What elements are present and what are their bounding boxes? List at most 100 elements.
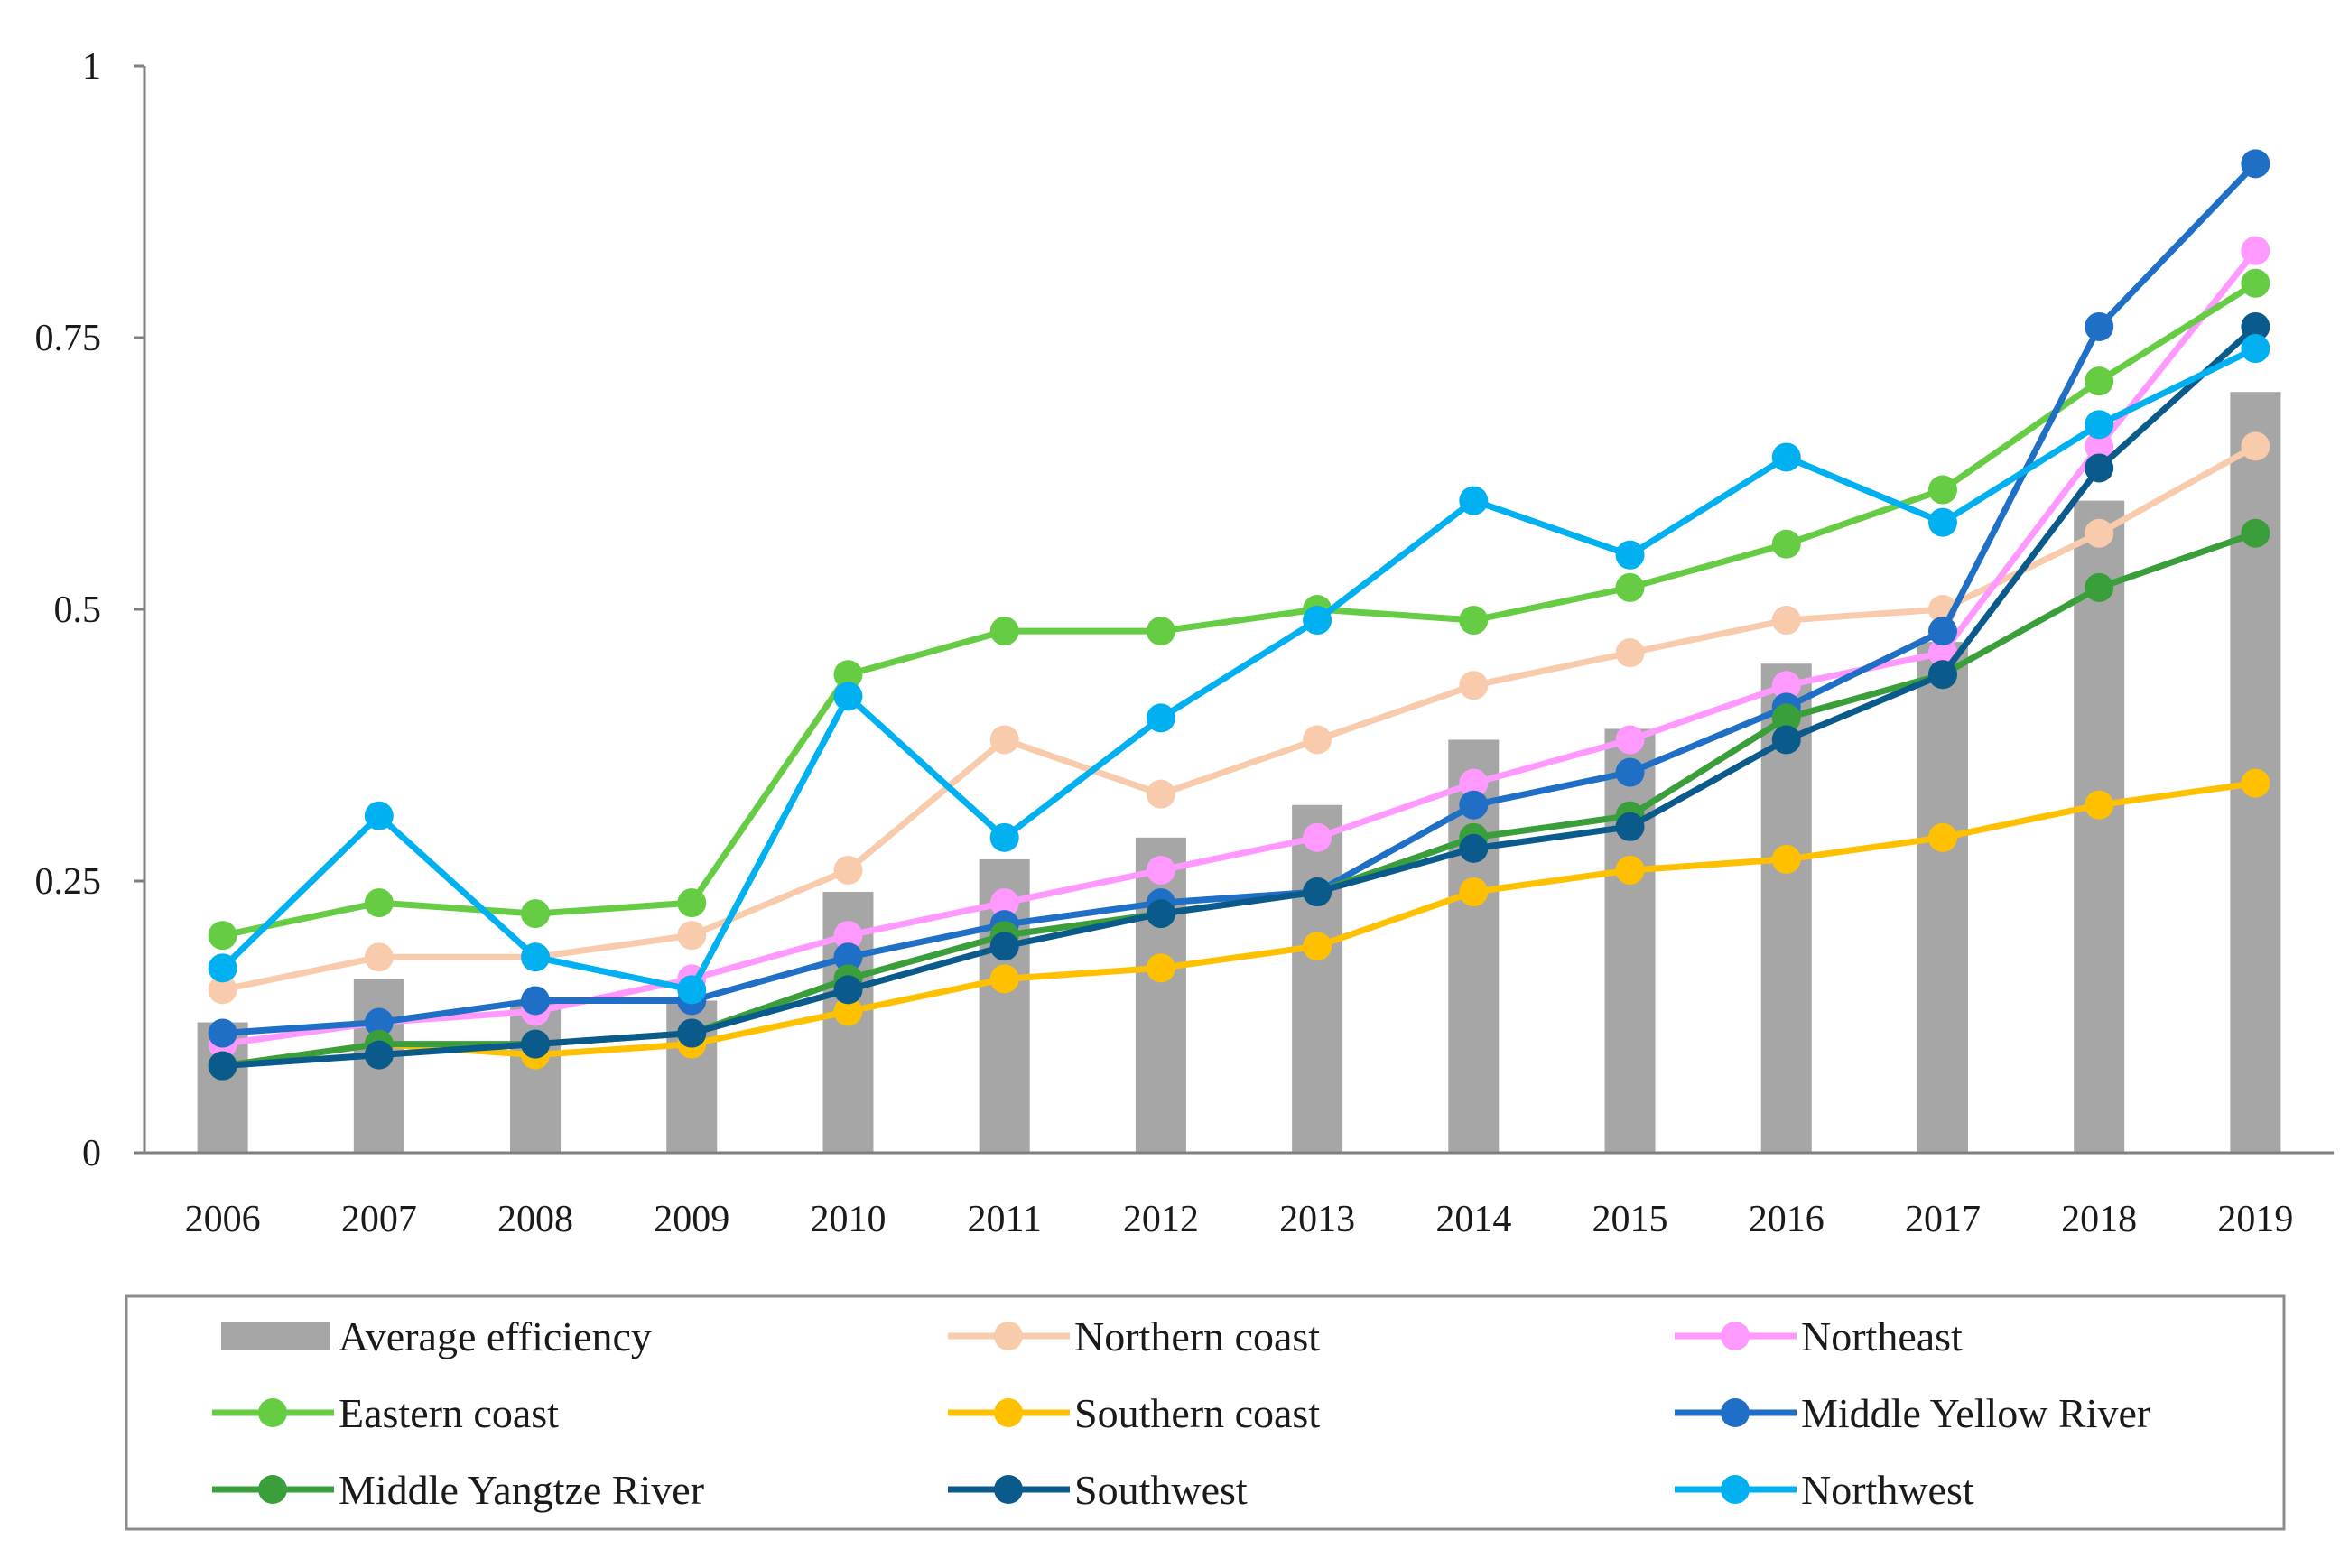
- point-southern-coast-2011: [989, 964, 1019, 994]
- point-middle-yellow-river-2015: [1615, 757, 1645, 787]
- point-northern-coast-2014: [1459, 671, 1489, 700]
- point-eastern-coast-2008: [521, 899, 551, 929]
- point-southern-coast-2014: [1459, 877, 1489, 907]
- point-middle-yellow-river-2006: [208, 1018, 237, 1048]
- point-middle-yellow-river-2019: [2241, 149, 2270, 179]
- legend-swatch-marker-southwest: [994, 1475, 1023, 1504]
- point-northwest-2017: [1927, 507, 1957, 537]
- legend: Average efficiency Northern coast Northeas…: [125, 1294, 2286, 1531]
- point-middle-yellow-river-2017: [1927, 617, 1957, 646]
- bar-average-efficiency-2013: [1292, 804, 1343, 1153]
- point-middle-yellow-river-2018: [2085, 311, 2114, 341]
- point-northern-coast-2009: [677, 921, 707, 951]
- point-northwest-2012: [1146, 703, 1175, 733]
- legend-label-middle-yellow-river: Middle Yellow River: [1801, 1390, 2150, 1436]
- point-middle-yangtze-river-2019: [2241, 518, 2270, 548]
- legend-label-middle-yangtze-river: Middle Yangtze River: [339, 1467, 704, 1513]
- legend-label-eastern-coast: Eastern coast: [339, 1390, 559, 1436]
- x-tick-label-2009: 2009: [654, 1199, 729, 1240]
- legend-swatch-marker-northern-coast: [994, 1322, 1023, 1350]
- bar-average-efficiency-2018: [2074, 500, 2125, 1153]
- point-northwest-2007: [364, 801, 394, 830]
- point-southern-coast-2013: [1303, 932, 1332, 961]
- point-southern-coast-2010: [833, 997, 863, 1026]
- point-northwest-2015: [1615, 540, 1645, 570]
- point-northwest-2013: [1303, 606, 1332, 636]
- point-northwest-2006: [208, 953, 237, 983]
- point-northwest-2019: [2241, 334, 2270, 364]
- series-line-southwest: [219, 323, 2259, 1070]
- point-northern-coast-2012: [1146, 779, 1175, 809]
- point-middle-yellow-river-2007: [364, 1007, 394, 1037]
- y-tick-label-1: 1: [82, 46, 101, 88]
- line-series-layer: [208, 149, 2270, 1081]
- point-northeast-2013: [1303, 822, 1332, 852]
- legend-label-southwest: Southwest: [1074, 1467, 1248, 1513]
- point-southwest-2008: [521, 1029, 551, 1059]
- point-southern-coast-2017: [1927, 822, 1957, 852]
- x-axis-labels: 2006 2007 2008 2009 2010 2011 2012 2013 2014 2015…: [185, 1199, 2294, 1240]
- point-eastern-coast-2011: [989, 617, 1019, 646]
- bar-average-efficiency-2017: [1917, 642, 1968, 1153]
- point-northwest-2010: [833, 682, 863, 711]
- point-southwest-2009: [677, 1018, 707, 1048]
- y-tick-label-0.25: 0.25: [35, 861, 102, 903]
- x-tick-label-2008: 2008: [497, 1199, 573, 1240]
- point-northwest-2014: [1459, 486, 1489, 515]
- legend-label-southern-coast: Southern coast: [1074, 1390, 1320, 1436]
- x-tick-label-2016: 2016: [1749, 1199, 1825, 1240]
- x-tick-label-2017: 2017: [1905, 1199, 1981, 1240]
- point-northern-coast-2011: [989, 725, 1019, 755]
- series-line-eastern-coast: [219, 280, 2259, 939]
- point-northern-coast-2015: [1615, 638, 1645, 668]
- x-tick-label-2014: 2014: [1435, 1199, 1511, 1240]
- point-northeast-2011: [989, 888, 1019, 918]
- point-eastern-coast-2017: [1927, 475, 1957, 505]
- point-middle-yangtze-river-2018: [2085, 572, 2114, 602]
- point-eastern-coast-2012: [1146, 617, 1175, 646]
- point-middle-yellow-river-2014: [1459, 790, 1489, 820]
- point-southwest-2013: [1303, 877, 1332, 907]
- point-eastern-coast-2019: [2241, 268, 2270, 298]
- x-tick-label-2011: 2011: [967, 1199, 1041, 1240]
- point-southwest-2015: [1615, 812, 1645, 841]
- legend-frame: [125, 1294, 2286, 1531]
- x-tick-label-2013: 2013: [1279, 1199, 1355, 1240]
- x-tick-label-2012: 2012: [1123, 1199, 1199, 1240]
- point-southwest-2018: [2085, 453, 2114, 483]
- point-southwest-2011: [989, 932, 1019, 961]
- point-eastern-coast-2009: [677, 888, 707, 918]
- legend-swatch-marker-middle-yellow-river: [1721, 1398, 1750, 1427]
- point-northwest-2009: [677, 975, 707, 1005]
- point-northern-coast-2019: [2241, 431, 2270, 461]
- legend-swatch-average-efficiency: [221, 1322, 330, 1350]
- bar-average-efficiency-2008: [510, 1000, 562, 1153]
- point-eastern-coast-2010: [833, 660, 863, 690]
- point-southwest-2019: [2241, 311, 2270, 341]
- point-northeast-2018: [2085, 431, 2114, 461]
- point-northern-coast-2016: [1771, 606, 1801, 636]
- x-tick-label-2018: 2018: [2061, 1199, 2137, 1240]
- series-line-middle-yellow-river: [219, 160, 2259, 1037]
- point-middle-yangtze-river-2016: [1771, 703, 1801, 733]
- point-middle-yellow-river-2010: [833, 942, 863, 972]
- bar-average-efficiency-2012: [1135, 837, 1186, 1153]
- point-northern-coast-2006: [208, 975, 237, 1005]
- legend-label-average-efficiency: Average efficiency: [339, 1313, 652, 1359]
- point-southern-coast-2019: [2241, 768, 2270, 798]
- point-northeast-2014: [1459, 768, 1489, 798]
- point-southern-coast-2018: [2085, 790, 2114, 820]
- point-northeast-2010: [833, 921, 863, 951]
- point-eastern-coast-2018: [2085, 366, 2114, 396]
- point-northern-coast-2010: [833, 855, 863, 885]
- point-northwest-2018: [2085, 410, 2114, 440]
- point-northern-coast-2007: [364, 942, 394, 972]
- series-line-northwest: [219, 345, 2259, 993]
- point-southwest-2006: [208, 1051, 237, 1081]
- point-northwest-2016: [1771, 442, 1801, 472]
- point-southern-coast-2012: [1146, 953, 1175, 983]
- point-eastern-coast-2007: [364, 888, 394, 918]
- point-southwest-2012: [1146, 899, 1175, 929]
- point-southern-coast-2016: [1771, 844, 1801, 874]
